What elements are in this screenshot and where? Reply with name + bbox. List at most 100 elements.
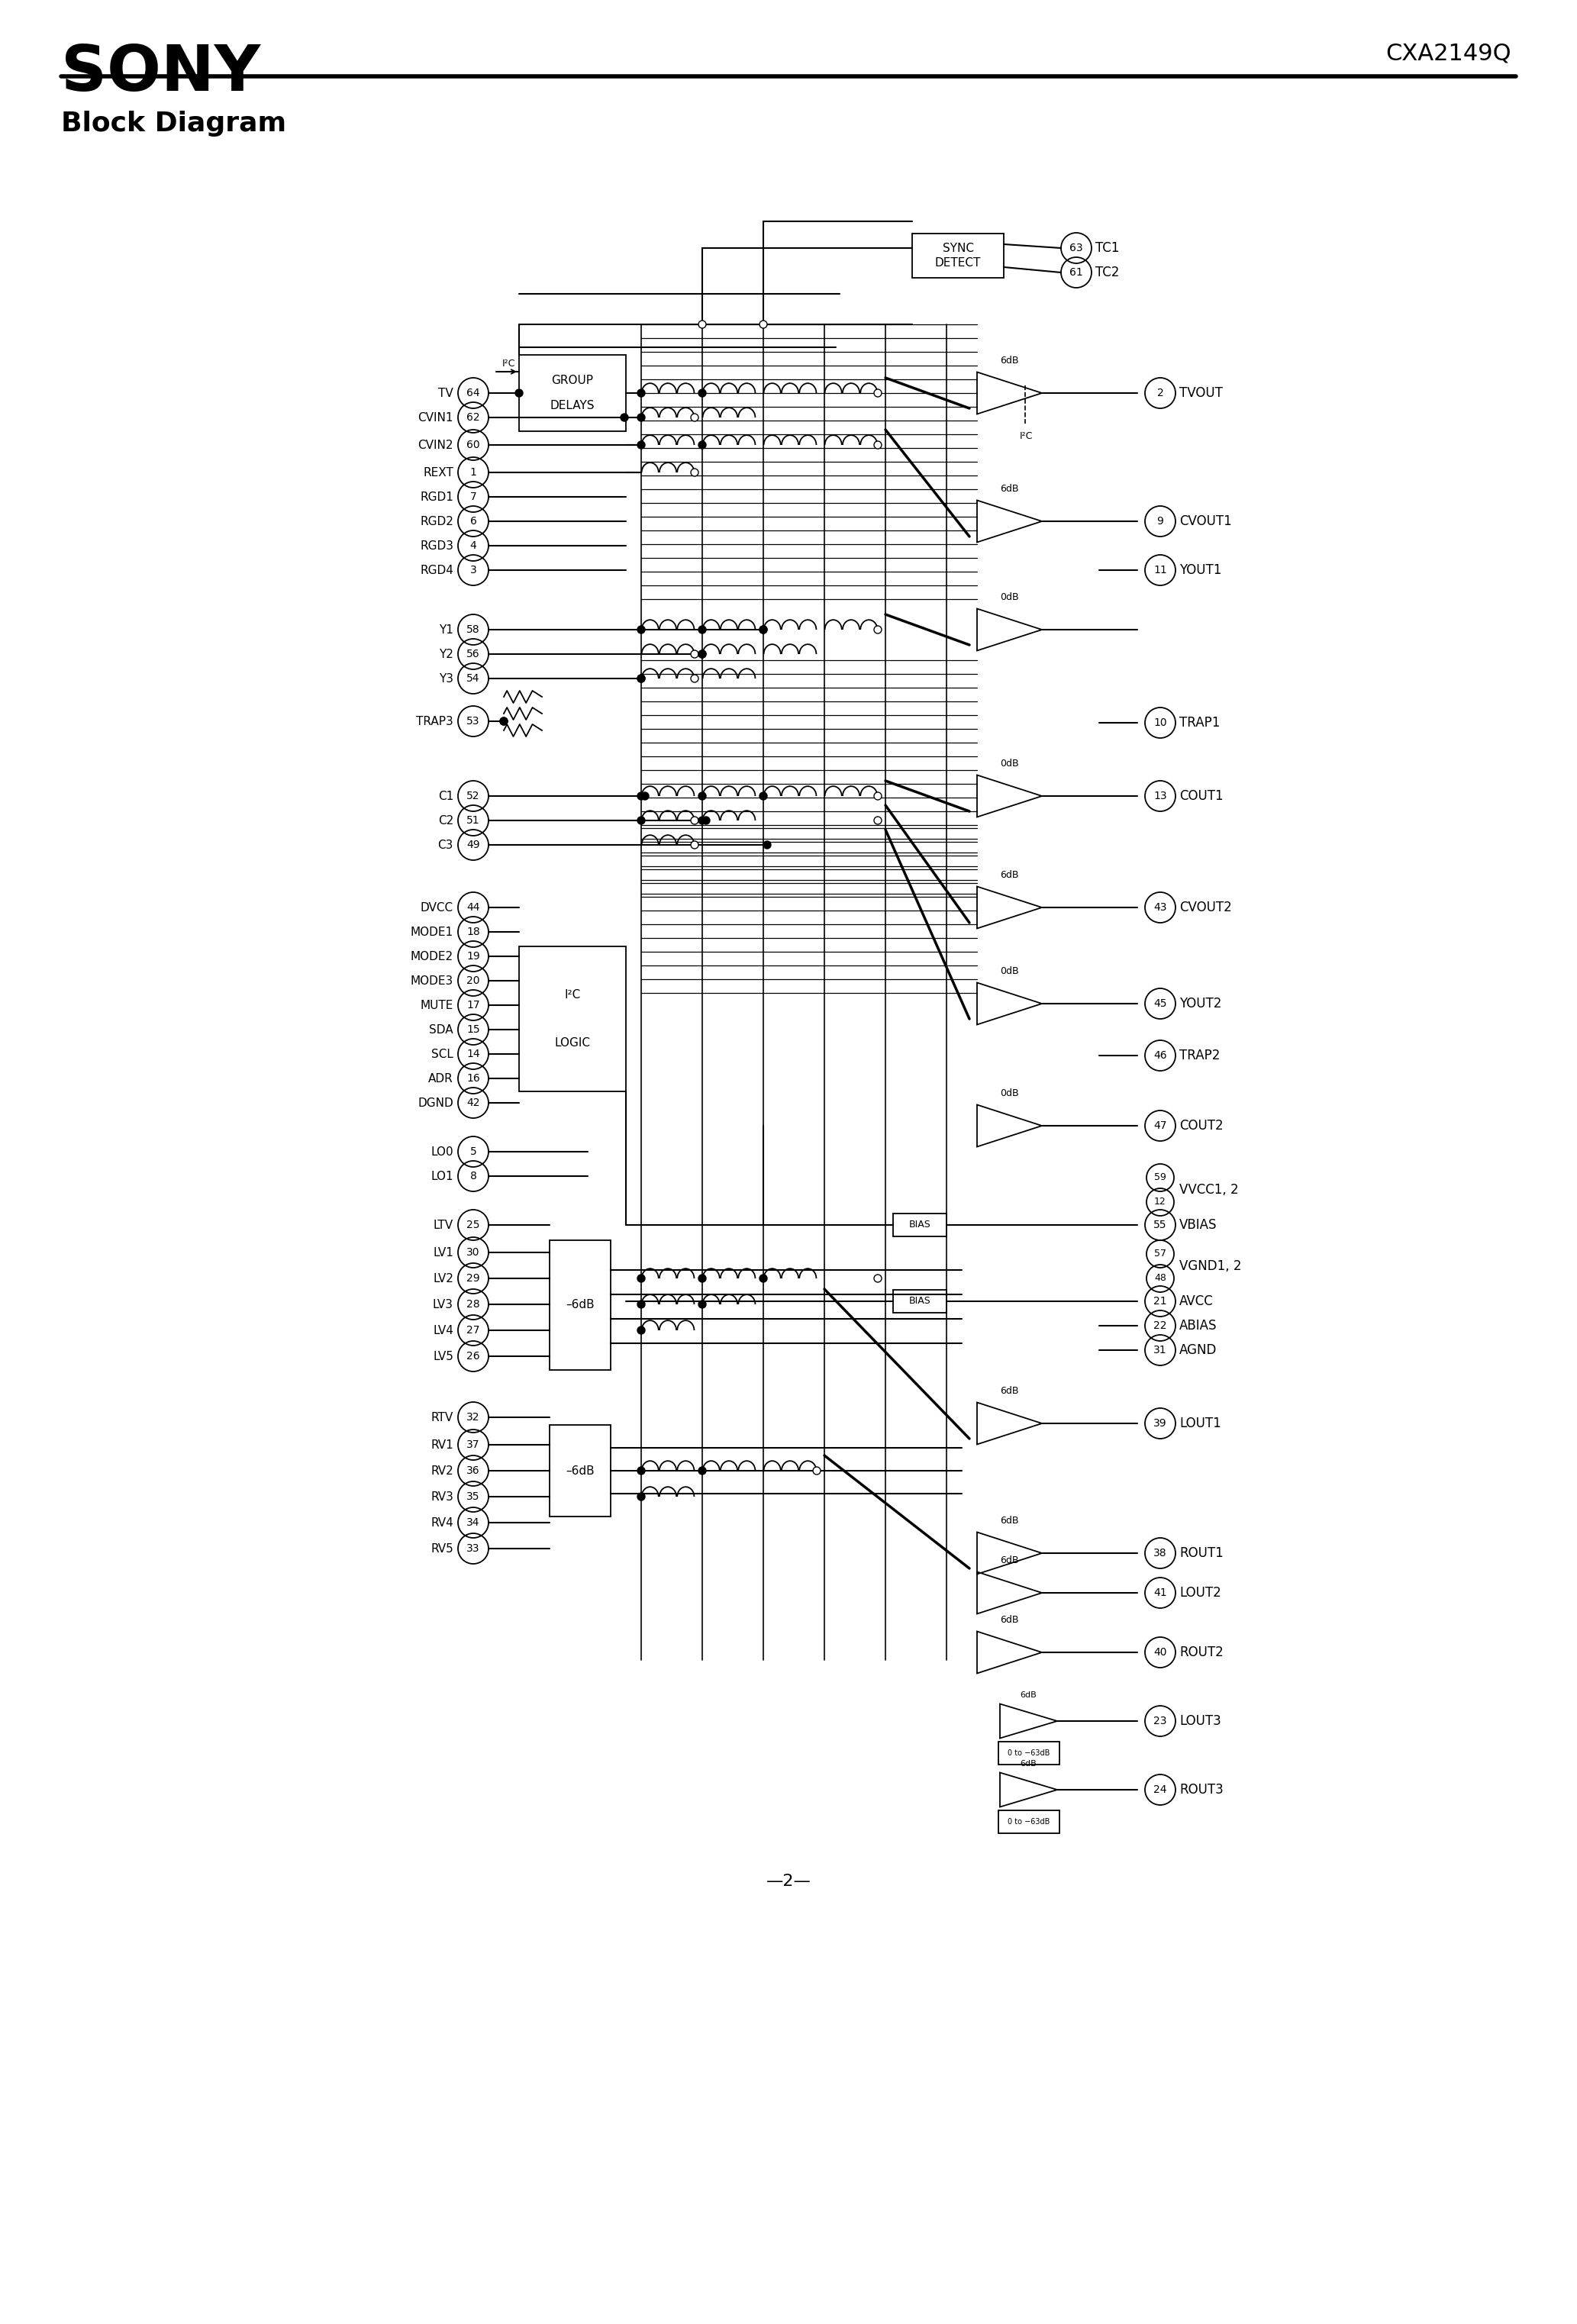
Bar bbox=[893, 1290, 946, 1313]
Text: 40: 40 bbox=[1153, 1648, 1167, 1657]
Text: COUT2: COUT2 bbox=[1180, 1118, 1224, 1132]
Text: RGD2: RGD2 bbox=[419, 516, 454, 528]
Text: 53: 53 bbox=[467, 716, 479, 727]
Circle shape bbox=[637, 1301, 645, 1308]
Text: 35: 35 bbox=[467, 1492, 479, 1501]
Circle shape bbox=[691, 674, 699, 683]
Circle shape bbox=[874, 1274, 882, 1283]
Circle shape bbox=[760, 625, 766, 634]
Text: TVOUT: TVOUT bbox=[1180, 386, 1222, 400]
Text: 0dB: 0dB bbox=[1000, 760, 1019, 769]
Text: 27: 27 bbox=[467, 1325, 479, 1336]
Text: 59: 59 bbox=[1154, 1174, 1167, 1183]
Text: REXT: REXT bbox=[423, 467, 454, 479]
Text: 64: 64 bbox=[467, 388, 479, 397]
Circle shape bbox=[699, 625, 706, 634]
Text: RGD4: RGD4 bbox=[419, 565, 454, 576]
Text: I²C: I²C bbox=[501, 360, 516, 370]
Text: CVOUT2: CVOUT2 bbox=[1180, 902, 1232, 913]
Circle shape bbox=[874, 816, 882, 825]
Text: 39: 39 bbox=[1153, 1418, 1167, 1429]
Circle shape bbox=[637, 1466, 645, 1473]
Text: 48: 48 bbox=[1154, 1274, 1167, 1283]
Text: GROUP: GROUP bbox=[552, 374, 593, 386]
Text: RGD1: RGD1 bbox=[419, 490, 454, 502]
Text: 13: 13 bbox=[1153, 790, 1167, 802]
Text: RGD3: RGD3 bbox=[419, 539, 454, 551]
Circle shape bbox=[874, 388, 882, 397]
Text: SDA: SDA bbox=[429, 1025, 454, 1034]
Text: Y3: Y3 bbox=[438, 672, 454, 683]
Text: 42: 42 bbox=[467, 1097, 479, 1109]
Text: CVIN2: CVIN2 bbox=[418, 439, 454, 451]
Text: 31: 31 bbox=[1153, 1346, 1167, 1355]
Text: LO1: LO1 bbox=[431, 1171, 454, 1183]
Text: 9: 9 bbox=[1158, 516, 1164, 528]
Text: 6dB: 6dB bbox=[1000, 1387, 1019, 1397]
Text: 6dB: 6dB bbox=[1020, 1759, 1036, 1769]
Text: LV2: LV2 bbox=[434, 1274, 454, 1285]
Bar bbox=[549, 1425, 610, 1518]
Text: 6: 6 bbox=[470, 516, 476, 528]
Text: 25: 25 bbox=[467, 1220, 479, 1229]
Text: 60: 60 bbox=[467, 439, 479, 451]
Text: YOUT2: YOUT2 bbox=[1180, 997, 1222, 1011]
Text: 6dB: 6dB bbox=[1000, 483, 1019, 495]
Circle shape bbox=[812, 1466, 820, 1473]
Text: 61: 61 bbox=[1069, 267, 1083, 279]
Text: 34: 34 bbox=[467, 1518, 479, 1527]
Text: DETECT: DETECT bbox=[935, 258, 981, 270]
Circle shape bbox=[516, 388, 524, 397]
Text: MODE2: MODE2 bbox=[410, 951, 454, 962]
Text: 36: 36 bbox=[467, 1466, 479, 1476]
Bar bbox=[519, 356, 626, 432]
Text: 56: 56 bbox=[467, 648, 479, 660]
Text: 29: 29 bbox=[467, 1274, 479, 1283]
Circle shape bbox=[699, 651, 706, 658]
Text: 21: 21 bbox=[1153, 1297, 1167, 1306]
Circle shape bbox=[760, 321, 766, 328]
Text: CVIN1: CVIN1 bbox=[418, 411, 454, 423]
Text: 4: 4 bbox=[470, 541, 476, 551]
Text: 22: 22 bbox=[1153, 1320, 1167, 1332]
Text: AVCC: AVCC bbox=[1180, 1294, 1213, 1308]
Text: 2: 2 bbox=[1158, 388, 1164, 397]
Text: SONY: SONY bbox=[62, 42, 260, 105]
Text: 8: 8 bbox=[470, 1171, 476, 1181]
Text: 30: 30 bbox=[467, 1248, 479, 1257]
Circle shape bbox=[699, 792, 706, 799]
Circle shape bbox=[699, 442, 706, 449]
Text: LOUT2: LOUT2 bbox=[1180, 1585, 1221, 1599]
Text: I²C: I²C bbox=[565, 990, 580, 999]
Text: TC2: TC2 bbox=[1096, 265, 1120, 279]
Circle shape bbox=[699, 816, 706, 825]
Bar bbox=[998, 1810, 1060, 1834]
Text: 38: 38 bbox=[1153, 1548, 1167, 1559]
Text: 1: 1 bbox=[470, 467, 476, 479]
Text: 18: 18 bbox=[467, 927, 479, 937]
Circle shape bbox=[637, 674, 645, 683]
Text: 63: 63 bbox=[1069, 242, 1083, 253]
Text: I²C: I²C bbox=[1020, 432, 1033, 442]
Text: LOGIC: LOGIC bbox=[555, 1037, 590, 1048]
Circle shape bbox=[763, 841, 771, 848]
Text: 6dB: 6dB bbox=[1000, 1555, 1019, 1566]
Text: 12: 12 bbox=[1154, 1197, 1167, 1206]
Circle shape bbox=[760, 1274, 766, 1283]
Text: 33: 33 bbox=[467, 1543, 479, 1555]
Text: ROUT2: ROUT2 bbox=[1180, 1645, 1224, 1659]
Circle shape bbox=[874, 792, 882, 799]
Circle shape bbox=[699, 1274, 706, 1283]
Text: 3: 3 bbox=[470, 565, 476, 576]
Text: ROUT3: ROUT3 bbox=[1180, 1783, 1224, 1796]
Circle shape bbox=[500, 718, 508, 725]
Circle shape bbox=[637, 1274, 645, 1283]
Bar bbox=[893, 1213, 946, 1236]
Text: MODE3: MODE3 bbox=[410, 976, 454, 985]
Bar bbox=[519, 946, 626, 1092]
Text: AGND: AGND bbox=[1180, 1343, 1217, 1357]
Text: C1: C1 bbox=[438, 790, 454, 802]
Text: LOUT3: LOUT3 bbox=[1180, 1715, 1221, 1729]
Text: 23: 23 bbox=[1153, 1715, 1167, 1727]
Circle shape bbox=[637, 414, 645, 421]
